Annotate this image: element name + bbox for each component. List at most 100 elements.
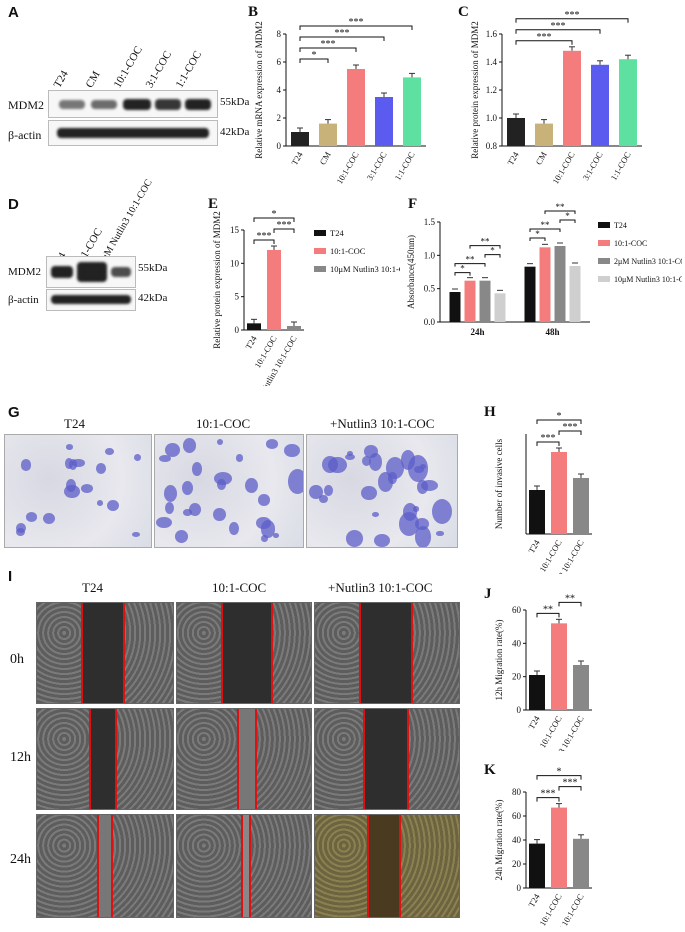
protein-label: β-actin bbox=[8, 128, 42, 142]
x-tick-label: 48h bbox=[545, 327, 559, 337]
sig-mark: *** bbox=[537, 32, 552, 43]
bar bbox=[479, 280, 491, 322]
y-axis-label: Relative protein expression of MDM2 bbox=[470, 21, 480, 158]
chart-svg: E 0 5 10 15 Relative protein expression of MD… bbox=[208, 196, 417, 414]
panel-label-d: D bbox=[8, 196, 19, 213]
sig-mark: *** bbox=[551, 21, 566, 32]
x-tick-label: T24 bbox=[526, 891, 542, 909]
cell-blob bbox=[134, 453, 142, 461]
y-tick-label: 20 bbox=[512, 859, 522, 869]
sig-bracket bbox=[536, 797, 560, 802]
chart-f: F 0.0 0.5 1.0 1.5 Absorbance(450nm) * ** * ** 24h *… bbox=[400, 196, 685, 346]
blot-strip bbox=[46, 289, 136, 311]
x-tick-label: 3:1-COC bbox=[580, 150, 604, 182]
x-tick-label: T24 bbox=[526, 713, 542, 731]
y-tick-label: 4 bbox=[277, 85, 282, 95]
y-axis-label: Relative protein expression of MDM2 bbox=[212, 211, 222, 348]
cell-blob bbox=[266, 439, 278, 449]
sig-bracket bbox=[454, 272, 471, 276]
invasion-micrograph bbox=[306, 434, 458, 548]
sig-mark: *** bbox=[257, 231, 272, 242]
sig-mark: * bbox=[460, 264, 465, 274]
protein-label: β-actin bbox=[8, 294, 39, 306]
cell-blob bbox=[235, 454, 243, 462]
bar bbox=[291, 132, 309, 146]
bar bbox=[573, 838, 589, 888]
sig-mark: * bbox=[557, 767, 562, 778]
wound-image bbox=[176, 602, 312, 704]
bar bbox=[563, 50, 581, 146]
cell-blob bbox=[324, 485, 333, 497]
sig-bracket bbox=[515, 40, 573, 45]
chart-j: J 0 20 40 60 12h Migration rate(%) T24 10:1-COC… bbox=[476, 586, 626, 778]
sig-mark: *** bbox=[349, 17, 364, 28]
bar bbox=[529, 675, 545, 710]
x-tick-label: T24 bbox=[505, 149, 521, 167]
legend-label: T24 bbox=[614, 221, 627, 230]
sig-mark: ** bbox=[556, 202, 566, 212]
y-tick-label: 20 bbox=[512, 672, 522, 682]
cell-blob bbox=[374, 534, 390, 547]
y-tick-label: 0 bbox=[517, 883, 522, 893]
bar bbox=[347, 69, 365, 146]
cell-blob bbox=[174, 529, 189, 543]
bar bbox=[539, 247, 551, 322]
sig-bracket bbox=[536, 775, 582, 780]
cell-blob bbox=[183, 509, 192, 516]
y-tick-label: 1.2 bbox=[486, 85, 497, 95]
cell-blob bbox=[213, 507, 227, 522]
bar bbox=[287, 326, 301, 330]
time-label: 24h bbox=[10, 852, 31, 867]
sig-bracket bbox=[536, 441, 560, 446]
wound-image bbox=[314, 814, 460, 918]
cell-blob bbox=[105, 448, 114, 455]
bar bbox=[507, 118, 525, 146]
lane-label: 10:1-COC bbox=[111, 44, 145, 90]
bar bbox=[535, 123, 553, 146]
cell-blob bbox=[412, 506, 420, 513]
sig-bracket bbox=[558, 601, 582, 607]
cell-blob bbox=[43, 513, 56, 525]
time-label: 12h bbox=[10, 750, 31, 765]
chart-svg: B 0 2 4 6 8 Relative mRNA expression of MDM2 T2… bbox=[248, 4, 426, 186]
panel-label: B bbox=[248, 4, 258, 20]
sig-mark: ** bbox=[466, 255, 476, 265]
bar bbox=[573, 478, 589, 534]
cell-blob bbox=[189, 502, 201, 516]
sig-bracket bbox=[515, 29, 601, 34]
cell-blob bbox=[164, 501, 175, 515]
cell-blob bbox=[245, 477, 259, 494]
y-tick-label: 0.8 bbox=[486, 141, 498, 151]
sig-mark: * bbox=[272, 209, 277, 220]
sig-bracket bbox=[544, 210, 576, 214]
panel-label-i: I bbox=[8, 568, 13, 585]
bar bbox=[569, 266, 581, 322]
cell-blob bbox=[159, 455, 171, 462]
y-tick-label: 0.5 bbox=[424, 284, 436, 294]
image-title: T24 bbox=[64, 416, 85, 431]
cell-blob bbox=[68, 458, 77, 470]
x-tick-label: 1:1-COC bbox=[392, 150, 416, 182]
bar bbox=[524, 266, 536, 322]
chart-k: K 0 20 40 60 80 24h Migration rate(%) T24 10:1-C… bbox=[476, 762, 626, 932]
panel-label: K bbox=[484, 762, 496, 778]
image-title: +Nutlin3 10:1-COC bbox=[328, 580, 433, 595]
sig-mark: *** bbox=[321, 39, 336, 50]
y-tick-label: 1.0 bbox=[486, 113, 498, 123]
sig-bracket bbox=[558, 430, 582, 435]
sig-bracket bbox=[299, 36, 385, 41]
x-tick-label: CM bbox=[533, 150, 548, 167]
y-tick-label: 60 bbox=[512, 605, 522, 615]
x-tick-label: T24 bbox=[289, 149, 305, 167]
bar bbox=[554, 246, 566, 322]
image-title: T24 bbox=[82, 580, 103, 595]
sig-bracket bbox=[529, 237, 546, 241]
bar bbox=[375, 97, 393, 146]
bar bbox=[529, 490, 545, 534]
cell-blob bbox=[328, 456, 347, 474]
sig-bracket bbox=[536, 419, 582, 424]
legend-swatch bbox=[314, 266, 326, 272]
sig-mark: *** bbox=[563, 422, 578, 433]
protein-label: MDM2 bbox=[8, 266, 42, 278]
cell-blob bbox=[272, 533, 279, 538]
